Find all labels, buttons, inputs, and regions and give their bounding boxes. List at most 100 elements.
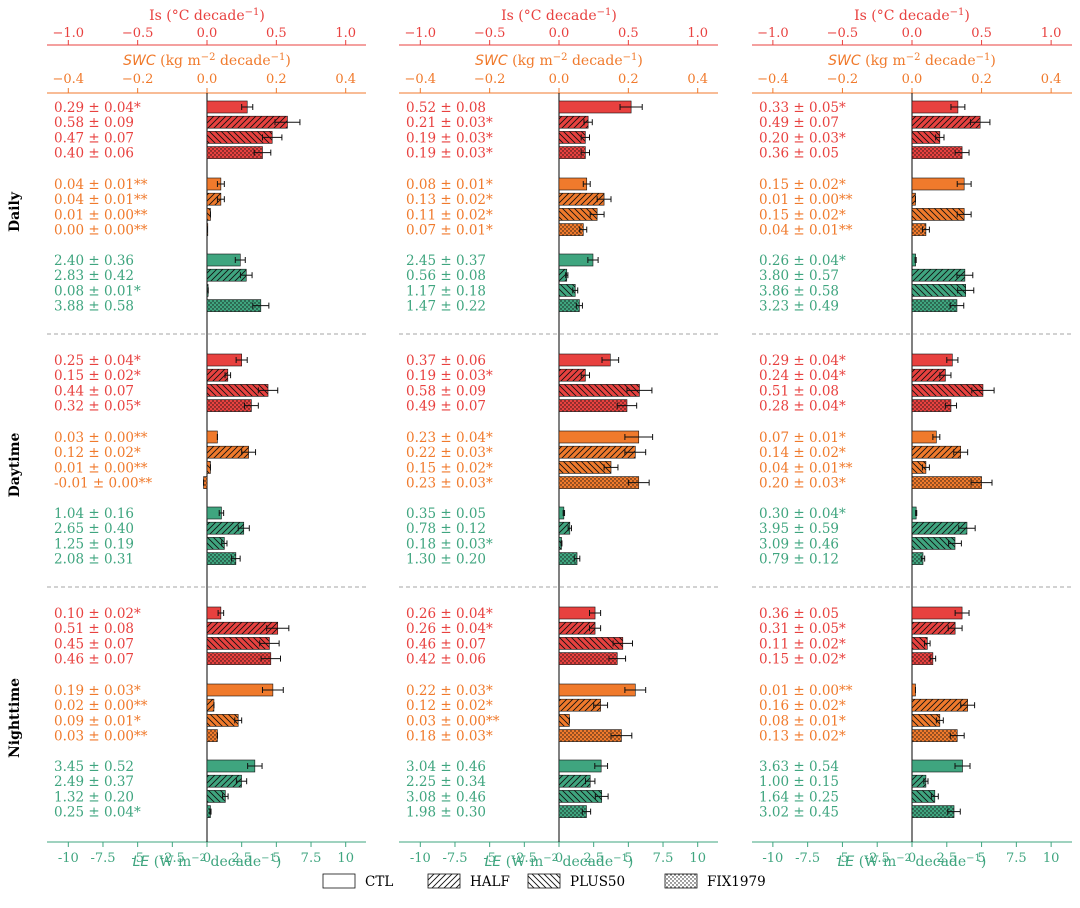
data-label: 0.35 ± 0.05 bbox=[406, 506, 486, 522]
data-label: 0.26 ± 0.04* bbox=[406, 606, 493, 622]
data-label: 0.00 ± 0.00** bbox=[54, 223, 148, 239]
le-tick-label: 7.5 bbox=[1006, 851, 1027, 866]
data-label: 0.79 ± 0.12 bbox=[759, 552, 839, 568]
data-label: 0.07 ± 0.01* bbox=[759, 430, 846, 446]
data-label: 0.58 ± 0.09 bbox=[54, 115, 134, 131]
swc-tick-label: 0.0 bbox=[197, 72, 218, 87]
is-tick-label: 0.0 bbox=[197, 26, 218, 41]
data-label: 2.25 ± 0.34 bbox=[406, 774, 486, 790]
swc-tick-label: 0.4 bbox=[1041, 72, 1062, 87]
data-label: 0.36 ± 0.05 bbox=[759, 146, 839, 162]
data-label: 0.19 ± 0.03* bbox=[406, 130, 493, 146]
data-label: 2.40 ± 0.36 bbox=[54, 253, 134, 269]
data-label: 0.46 ± 0.07 bbox=[406, 636, 486, 652]
data-label: 0.25 ± 0.04* bbox=[54, 805, 141, 821]
data-label: 0.12 ± 0.02* bbox=[406, 698, 493, 714]
data-label: 0.52 ± 0.08 bbox=[406, 100, 486, 116]
data-label: 0.26 ± 0.04* bbox=[759, 253, 846, 269]
data-label: 0.78 ± 0.12 bbox=[406, 521, 486, 537]
le-axis-title: LE (W m−2 decade−1) bbox=[133, 853, 282, 870]
legend-swatch-plus50 bbox=[527, 873, 561, 889]
swc-axis-title: SWC (kg m−2 decade−1) bbox=[828, 52, 996, 69]
data-label: 0.23 ± 0.03* bbox=[406, 476, 493, 492]
data-label: 0.03 ± 0.00** bbox=[406, 713, 500, 729]
data-label: 0.33 ± 0.05* bbox=[759, 100, 846, 116]
le-tick-label: -2.5 bbox=[512, 851, 537, 866]
data-label: 0.36 ± 0.05 bbox=[759, 606, 839, 622]
bar-swc-plus50 bbox=[911, 208, 965, 221]
data-label: 0.10 ± 0.02* bbox=[54, 606, 141, 622]
le-tick-label: 5 bbox=[624, 851, 632, 866]
data-label: 0.01 ± 0.00** bbox=[54, 460, 148, 476]
swc-tick-label: 0.0 bbox=[902, 72, 923, 87]
data-label: 0.22 ± 0.03* bbox=[406, 683, 493, 699]
data-label: 0.08 ± 0.01* bbox=[54, 283, 141, 299]
data-label: 1.00 ± 0.15 bbox=[759, 774, 839, 790]
swc-axis-title: SWC (kg m−2 decade−1) bbox=[475, 52, 643, 69]
le-tick-label: 10 bbox=[1043, 851, 1060, 866]
swc-tick-label: 0.4 bbox=[687, 72, 708, 87]
le-tick-label: 10 bbox=[337, 851, 354, 866]
data-label: 0.04 ± 0.01** bbox=[759, 223, 853, 239]
data-label: 0.20 ± 0.03* bbox=[759, 130, 846, 146]
le-tick-label: -7.5 bbox=[795, 851, 820, 866]
legend-swatch-ctl bbox=[322, 873, 356, 889]
data-label: 0.15 ± 0.02* bbox=[54, 368, 141, 384]
data-label: 0.15 ± 0.02* bbox=[759, 177, 846, 193]
data-label: 0.42 ± 0.06 bbox=[406, 652, 486, 668]
data-label: 0.18 ± 0.03* bbox=[406, 536, 493, 552]
data-label: 0.19 ± 0.03* bbox=[406, 146, 493, 162]
data-label: 2.83 ± 0.42 bbox=[54, 268, 134, 284]
data-label: 0.47 ± 0.07 bbox=[54, 130, 134, 146]
le-tick-label: 5 bbox=[272, 851, 280, 866]
le-tick-label: -7.5 bbox=[90, 851, 115, 866]
data-label: 1.32 ± 0.20 bbox=[54, 789, 134, 805]
is-axis-title: Is (°C decade−1) bbox=[149, 7, 265, 24]
le-tick-label: 7.5 bbox=[653, 851, 674, 866]
bar-swc-plus50 bbox=[558, 461, 612, 474]
is-tick-label: −0.5 bbox=[122, 26, 154, 41]
data-label: 3.80 ± 0.57 bbox=[759, 268, 839, 284]
data-label: 3.09 ± 0.46 bbox=[759, 536, 839, 552]
le-tick-label: -7.5 bbox=[442, 851, 467, 866]
data-label: 0.11 ± 0.02* bbox=[759, 636, 846, 652]
le-tick-label: -5 bbox=[131, 851, 144, 866]
data-label: 0.24 ± 0.04* bbox=[759, 368, 846, 384]
le-tick-label: -10 bbox=[410, 851, 431, 866]
bar-swc-half bbox=[206, 698, 215, 712]
data-label: 0.08 ± 0.01* bbox=[759, 713, 846, 729]
data-label: -0.01 ± 0.00** bbox=[54, 476, 152, 492]
le-tick-label: -2.5 bbox=[865, 851, 890, 866]
data-label: 0.04 ± 0.01** bbox=[759, 460, 853, 476]
data-label: 3.63 ± 0.54 bbox=[759, 759, 839, 775]
le-tick-label: 2.5 bbox=[231, 851, 252, 866]
row-title: Nighttime bbox=[7, 678, 23, 758]
data-label: 0.04 ± 0.01** bbox=[54, 177, 148, 193]
data-label: 0.14 ± 0.02* bbox=[759, 445, 846, 461]
data-label: 3.45 ± 0.52 bbox=[54, 759, 134, 775]
legend-label: HALF bbox=[470, 874, 510, 890]
data-label: 0.40 ± 0.06 bbox=[54, 146, 134, 162]
data-label: 0.15 ± 0.02* bbox=[759, 207, 846, 223]
le-axis-title: LE (W m−2 decade−1) bbox=[838, 853, 987, 870]
data-label: 0.29 ± 0.04* bbox=[759, 353, 846, 369]
data-label: 0.23 ± 0.04* bbox=[406, 430, 493, 446]
bar-swc-fix1979 bbox=[558, 476, 640, 489]
le-tick-label: 0 bbox=[908, 851, 916, 866]
bar-is-ctl bbox=[911, 606, 963, 620]
data-label: 1.04 ± 0.16 bbox=[54, 506, 134, 522]
data-label: 0.11 ± 0.02* bbox=[406, 207, 493, 223]
legend-label: FIX1979 bbox=[707, 874, 766, 890]
data-label: 0.44 ± 0.07 bbox=[54, 383, 134, 399]
bar-swc-fix1979 bbox=[203, 476, 208, 489]
is-tick-label: −1.0 bbox=[757, 26, 789, 41]
le-tick-label: -5 bbox=[483, 851, 496, 866]
data-label: 0.32 ± 0.05* bbox=[54, 399, 141, 415]
bar-swc-half bbox=[558, 445, 636, 459]
data-label: 0.08 ± 0.01* bbox=[406, 177, 493, 193]
le-tick-label: 10 bbox=[689, 851, 706, 866]
data-label: 0.19 ± 0.03* bbox=[54, 683, 141, 699]
data-label: 2.49 ± 0.37 bbox=[54, 774, 134, 790]
